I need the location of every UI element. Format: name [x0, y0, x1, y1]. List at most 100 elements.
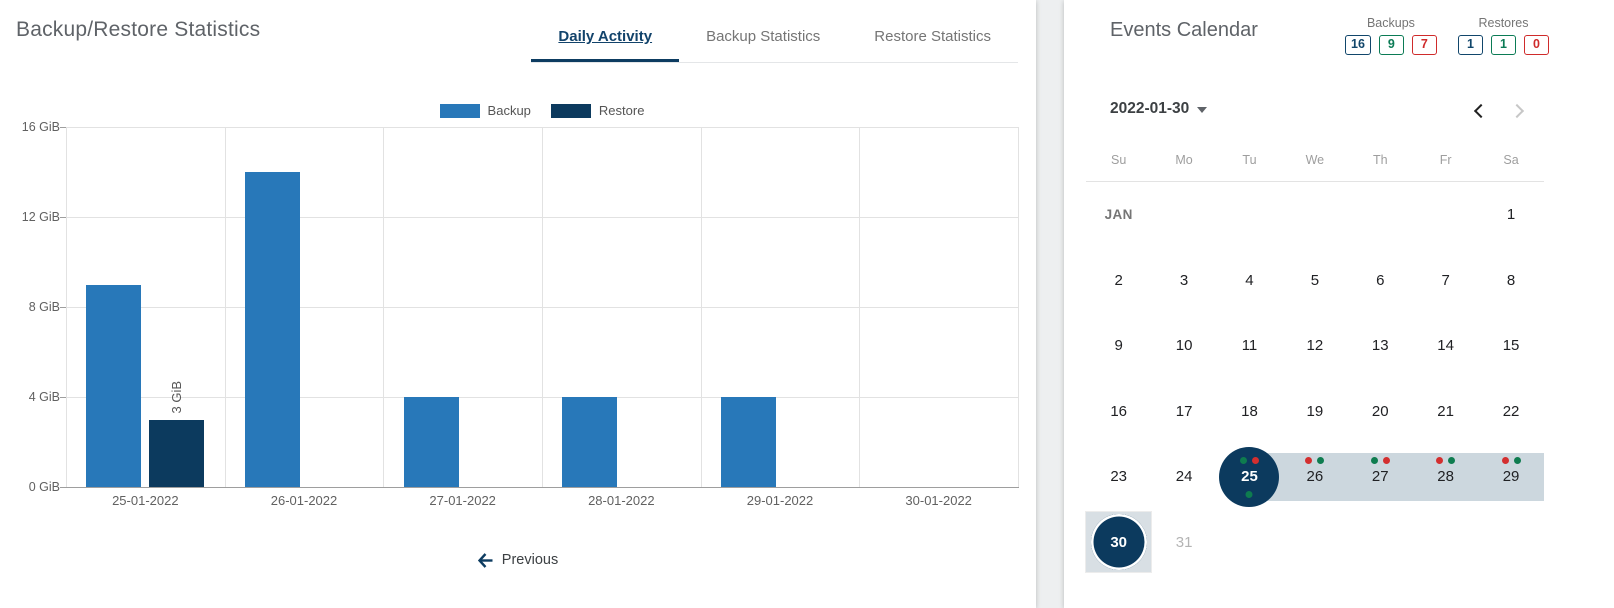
day-cell-13[interactable]: 13 — [1348, 313, 1413, 379]
day-cell-18[interactable]: 18 — [1217, 379, 1282, 445]
event-dot-red — [1305, 457, 1313, 464]
day-cell-14[interactable]: 14 — [1413, 313, 1478, 379]
empty-cell — [1282, 182, 1347, 248]
empty-cell — [1348, 510, 1413, 576]
chevron-right-icon — [1509, 103, 1525, 119]
y-tick-label: 12 GiB — [21, 210, 60, 224]
day-cell-2[interactable]: 2 — [1086, 248, 1151, 314]
day-cell-8[interactable]: 8 — [1478, 248, 1543, 314]
day-cell-7[interactable]: 7 — [1413, 248, 1478, 314]
day-cell-27[interactable]: 27 — [1348, 444, 1413, 510]
day-number: 18 — [1241, 402, 1258, 420]
day-cell-3[interactable]: 3 — [1151, 248, 1216, 314]
day-number: 7 — [1441, 271, 1450, 289]
day-cell-31[interactable]: 31 — [1151, 510, 1216, 576]
tab-restore-statistics[interactable]: Restore Statistics — [874, 28, 991, 45]
previous-button[interactable]: Previous — [0, 552, 1036, 568]
calendar-row: 30 31 — [1085, 510, 1544, 576]
event-dot-red — [1251, 457, 1259, 464]
legend-item-backup[interactable]: Backup — [439, 103, 531, 118]
grid-line — [700, 127, 702, 487]
next-month-button[interactable] — [1509, 102, 1532, 124]
day-cell-1[interactable]: 1 — [1478, 182, 1543, 248]
restores-count-badge: 1 — [1458, 35, 1483, 55]
event-dot-red — [1436, 457, 1444, 464]
bar-backup-25-01-2022 — [86, 284, 142, 487]
day-cell-23[interactable]: 23 — [1086, 444, 1151, 510]
event-dot-green — [1513, 457, 1521, 464]
day-number: 16 — [1110, 402, 1128, 420]
day-cell-4[interactable]: 4 — [1217, 248, 1282, 314]
calendar-row: JAN 1 — [1086, 182, 1544, 248]
day-cell-9[interactable]: 9 — [1086, 313, 1151, 379]
y-tick-label: 8 GiB — [28, 300, 60, 314]
day-number: 3 — [1179, 271, 1189, 289]
axis-tick — [60, 487, 66, 488]
bar-backup-28-01-2022 — [562, 397, 618, 487]
day-cell-15[interactable]: 15 — [1478, 313, 1543, 379]
grid-line — [224, 127, 226, 487]
chevron-down-icon — [1197, 107, 1208, 113]
day-number: 27 — [1371, 468, 1389, 486]
day-number: 13 — [1371, 337, 1389, 355]
day-cell-26[interactable]: 26 — [1282, 444, 1347, 510]
x-tick-label: 25-01-2022 — [112, 493, 179, 508]
event-dot-green — [1317, 457, 1325, 464]
day-cell-16[interactable]: 16 — [1086, 379, 1151, 445]
day-number: 4 — [1245, 271, 1254, 289]
day-cell-10[interactable]: 10 — [1151, 313, 1216, 379]
day-cell-25[interactable]: 25 — [1217, 444, 1282, 510]
day-number: 1 — [1506, 206, 1516, 224]
event-dots — [1217, 457, 1282, 464]
tab-backup-statistics[interactable]: Backup Statistics — [706, 28, 821, 45]
summary-backups: Backups 16 9 7 — [1345, 16, 1437, 55]
day-cell-21[interactable]: 21 — [1413, 379, 1478, 445]
x-tick-label: 30-01-2022 — [905, 493, 972, 508]
day-cell-22[interactable]: 22 — [1478, 379, 1543, 445]
legend-label: Backup — [487, 103, 531, 118]
month-selector-value: 2022-01-30 — [1110, 100, 1190, 117]
empty-cell — [1413, 510, 1478, 576]
empty-cell — [1478, 510, 1543, 576]
axis-tick — [60, 127, 66, 128]
prev-month-button[interactable] — [1470, 102, 1492, 124]
month-selector[interactable]: 2022-01-30 — [1110, 100, 1208, 118]
axis-tick — [60, 307, 66, 308]
calendar-row: 23 24 25 26 27 28 29 — [1086, 444, 1544, 510]
event-dot-green — [1370, 457, 1378, 464]
day-number: 10 — [1175, 337, 1193, 355]
calendar-row: 9 10 11 12 13 14 15 — [1086, 313, 1544, 379]
page-title: Backup/Restore Statistics — [16, 18, 261, 41]
day-cell-28[interactable]: 28 — [1413, 444, 1478, 510]
day-number: 2 — [1114, 271, 1123, 289]
day-number: 23 — [1110, 468, 1128, 486]
bar-backup-27-01-2022 — [403, 397, 459, 487]
tab-daily-activity[interactable]: Daily Activity — [531, 16, 680, 62]
weekday-we: We — [1305, 153, 1325, 167]
day-cell-5[interactable]: 5 — [1282, 248, 1347, 314]
legend-item-restore[interactable]: Restore — [550, 103, 644, 118]
legend-swatch-backup — [439, 103, 480, 118]
day-cell-19[interactable]: 19 — [1282, 379, 1347, 445]
day-cell-12[interactable]: 12 — [1282, 313, 1347, 379]
empty-cell — [1413, 182, 1478, 248]
y-tick-label: 16 GiB — [21, 120, 60, 134]
day-number: 9 — [1114, 337, 1123, 355]
day-cell-24[interactable]: 24 — [1151, 444, 1216, 510]
weekday-th: Th — [1372, 153, 1388, 167]
event-dots — [1348, 457, 1413, 464]
day-cell-6[interactable]: 6 — [1348, 248, 1413, 314]
selected-range-band — [1249, 452, 1544, 501]
day-cell-17[interactable]: 17 — [1151, 379, 1216, 445]
calendar-row: 16 17 18 19 20 21 22 — [1086, 379, 1544, 445]
day-number: 30 — [1110, 533, 1128, 551]
day-number: 15 — [1502, 337, 1520, 355]
day-number: 12 — [1306, 337, 1324, 355]
day-cell-20[interactable]: 20 — [1348, 379, 1413, 445]
day-number: 11 — [1241, 337, 1258, 355]
day-cell-11[interactable]: 11 — [1217, 313, 1282, 379]
day-cell-30[interactable]: 30 — [1085, 510, 1152, 576]
axis-tick — [60, 217, 66, 218]
calendar-grid: Su Mo Tu We Th Fr Sa JAN 1 2 3 4 5 6 7 8 9 10 11 12 13 14 15 16… — [1085, 140, 1544, 576]
day-cell-29[interactable]: 29 — [1478, 444, 1543, 510]
